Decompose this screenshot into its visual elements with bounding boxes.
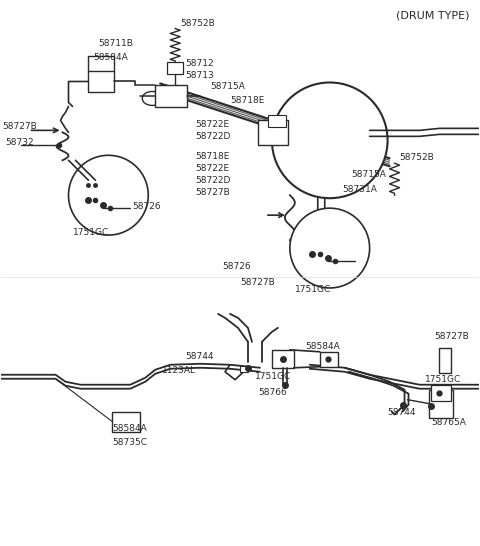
Circle shape	[290, 208, 370, 288]
Bar	[88, 70, 114, 92]
Bar	[268, 115, 286, 127]
Text: 58744: 58744	[387, 408, 416, 417]
Circle shape	[272, 82, 387, 198]
Text: 58722E: 58722E	[195, 120, 229, 129]
Text: 58722D: 58722D	[195, 132, 230, 141]
Bar	[258, 120, 288, 145]
Bar	[155, 86, 187, 108]
Text: 58584A: 58584A	[305, 342, 339, 351]
Bar	[112, 412, 140, 431]
Bar	[320, 352, 338, 367]
Text: 58727B: 58727B	[240, 278, 275, 287]
Text: 58727B: 58727B	[434, 332, 469, 341]
Bar	[272, 350, 294, 368]
Text: 58713: 58713	[185, 70, 214, 80]
Bar	[432, 385, 451, 401]
Text: 58711B: 58711B	[98, 39, 133, 48]
Text: 58752B: 58752B	[399, 153, 434, 162]
Bar	[240, 366, 248, 372]
Text: 1751GC: 1751GC	[72, 228, 109, 237]
Text: 58584A: 58584A	[112, 424, 147, 432]
Ellipse shape	[142, 92, 162, 105]
Text: 58715A: 58715A	[352, 170, 386, 179]
Bar	[439, 348, 451, 373]
Text: 58752B: 58752B	[180, 19, 215, 28]
Bar	[430, 390, 454, 418]
Text: 58732: 58732	[6, 138, 34, 147]
Text: 58731A: 58731A	[343, 185, 378, 194]
Text: 58735C: 58735C	[112, 437, 147, 447]
Bar	[167, 62, 183, 74]
Text: 58765A: 58765A	[432, 418, 466, 426]
Text: 58722D: 58722D	[195, 176, 230, 185]
Text: 1751GC: 1751GC	[295, 285, 331, 294]
Text: 58726: 58726	[222, 262, 251, 271]
Text: 58584A: 58584A	[94, 52, 128, 62]
Text: 58766: 58766	[258, 388, 287, 397]
Text: 1123AL: 1123AL	[162, 366, 196, 375]
Text: 58727B: 58727B	[3, 122, 37, 132]
Text: 58727B: 58727B	[195, 188, 230, 197]
Text: 58722E: 58722E	[195, 164, 229, 173]
Text: (DRUM TYPE): (DRUM TYPE)	[396, 11, 469, 21]
Text: 58718E: 58718E	[195, 152, 229, 161]
Text: 58715A: 58715A	[210, 82, 245, 92]
Text: 1751GC: 1751GC	[255, 372, 291, 381]
Text: 1751GC: 1751GC	[424, 375, 461, 384]
Text: 58726: 58726	[132, 202, 161, 211]
Text: 58718E: 58718E	[230, 97, 264, 105]
Text: 58712: 58712	[185, 58, 214, 68]
Text: 58744: 58744	[185, 352, 214, 361]
Circle shape	[69, 155, 148, 235]
